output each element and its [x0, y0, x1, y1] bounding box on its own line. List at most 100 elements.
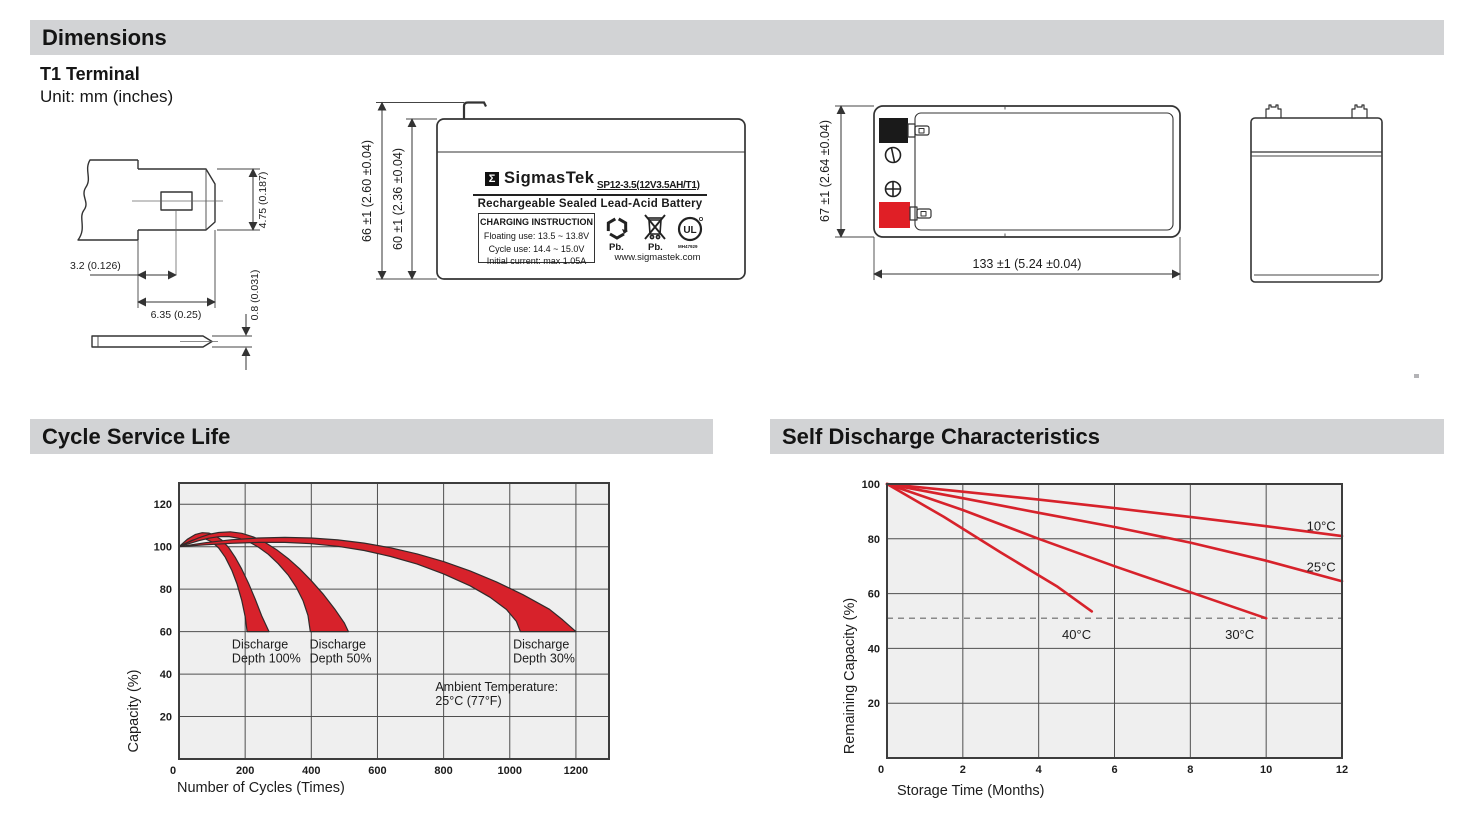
x-tick-label: 4 [1036, 764, 1043, 776]
charging-line-initial: Initial current: max 1.05A [486, 256, 587, 266]
annotation: Discharge [310, 638, 366, 652]
svg-text:UL: UL [683, 225, 696, 236]
terminal-offset-dim: 3.2 (0.126) [70, 260, 121, 272]
battery-top-view: 67 ±1 (2.64 ±0.04) 133 ±1 (5.24 ±0.04) [795, 95, 1205, 285]
cycle-service-life-chart: 0 200 400 600 800 1000 1200 20 40 60 80 100 120 Disch… [115, 465, 705, 815]
top-height-dim: 67 ±1 (2.64 ±0.04) [818, 120, 832, 222]
thickness-extension-lines [212, 335, 252, 348]
terminal-wire [462, 101, 487, 119]
unit-note: Unit: mm (inches) [40, 87, 174, 106]
positive-terminal-neck [909, 206, 918, 221]
x-tick-label: 0 [878, 764, 884, 776]
positive-terminal-block [879, 202, 910, 228]
crossed-bin-pb-icon [644, 214, 666, 240]
annotation: Depth 100% [232, 652, 301, 666]
annotation: 25°C (77°F) [435, 694, 501, 708]
annotation: Depth 50% [310, 652, 372, 666]
terminal-blade-outline [138, 168, 216, 231]
x-tick-label: 1000 [498, 765, 522, 777]
terminal-length-dim: 6.35 (0.25) [151, 309, 202, 321]
y-tick-label: 120 [154, 499, 172, 511]
discharge-depth-band [178, 531, 349, 633]
y-tick-label: 40 [160, 669, 172, 681]
battery-type-line: Rechargeable Sealed Lead-Acid Battery [477, 198, 703, 210]
series-label: 25°C [1307, 560, 1336, 575]
self-discharge-header: Self Discharge Characteristics [770, 419, 1444, 454]
top-width-dim: 133 ±1 (5.24 ±0.04) [973, 257, 1082, 271]
battery-top-line-art: 67 ±1 (2.64 ±0.04) 133 ±1 (5.24 ±0.04) [818, 105, 1181, 280]
case-height-dim: 60 ±1 (2.36 ±0.04) [391, 148, 405, 250]
cycle-header-label: Cycle Service Life [42, 423, 231, 449]
charging-line-floating: Floating use: 13.5 ~ 13.8V [483, 231, 590, 241]
plus-symbol [884, 180, 902, 198]
x-axis-title: Storage Time (Months) [897, 783, 1044, 799]
y-axis-title: Remaining Capacity (%) [842, 598, 858, 754]
series-line [885, 482, 1094, 613]
dimensions-section-header: Dimensions [30, 20, 1444, 55]
label-divider [473, 194, 707, 196]
battery-front-view: 66 ±1 (2.60 ±0.04) 60 ±1 (2.36 ±0.04) [360, 95, 760, 290]
y-tick-label: 60 [160, 627, 172, 639]
x-tick-label: 2 [960, 764, 966, 776]
y-tick-label: 60 [868, 589, 880, 601]
terminal-thickness-dim: 0.8 (0.031) [249, 270, 261, 321]
length-extension-lines [137, 230, 216, 308]
cycle-service-life-header: Cycle Service Life [30, 419, 713, 454]
x-tick-label: 1200 [564, 765, 588, 777]
ul-file-number: MH47929 [678, 244, 698, 249]
dimensions-header-label: Dimensions [42, 24, 167, 50]
annotation: Ambient Temperature: [435, 680, 558, 694]
y-tick-label: 40 [868, 643, 880, 655]
terminal-height-dim: 4.75 (0.187) [257, 172, 269, 229]
recycle-pb-text: Pb. [609, 242, 624, 253]
annotation: Discharge [513, 638, 569, 652]
end-view-case [1250, 117, 1383, 283]
x-tick-label: 0 [170, 765, 176, 777]
terminal-side-view [91, 335, 213, 348]
brand-name: SigmasTek [504, 169, 595, 187]
y-tick-label: 20 [868, 698, 880, 710]
series-label: 10°C [1307, 519, 1336, 534]
series-line [885, 482, 1268, 620]
top-view-inner-case [914, 112, 1174, 231]
sigma-logo: Σ [485, 172, 499, 186]
recycle-pb-icon [606, 217, 628, 240]
negative-terminal-blade [914, 125, 930, 136]
cycle-chart-canvas: 0 200 400 600 800 1000 1200 20 40 60 80 100 120 Disch… [126, 482, 610, 796]
series-label: 30°C [1225, 627, 1254, 642]
scan-artifact-dot [1414, 374, 1419, 378]
bin-pb-text: Pb. [648, 242, 663, 253]
terminal-type-title: T1 Terminal [40, 64, 140, 84]
t1-terminal-line-art: 4.75 (0.187) 3.2 (0.126) 6.35 (0.25) 0.8… [70, 159, 269, 370]
negative-terminal-block [879, 118, 908, 143]
battery-front-line-art: 66 ±1 (2.60 ±0.04) 60 ±1 (2.36 ±0.04) [360, 101, 746, 280]
battery-end-view [1240, 95, 1400, 295]
y-tick-label: 20 [160, 712, 172, 724]
self-discharge-chart-canvas: 10°C 25°C 30°C 40°C 0 2 4 6 8 10 12 20 40 60 80 100 Stor… [842, 479, 1348, 799]
end-terminal-right [1351, 104, 1368, 118]
charging-title: CHARGING INSTRUCTION [480, 217, 593, 227]
overall-height-dim: 66 ±1 (2.60 ±0.04) [360, 140, 374, 242]
x-tick-label: 8 [1187, 764, 1193, 776]
self-discharge-header-label: Self Discharge Characteristics [782, 423, 1100, 449]
website-text: www.sigmastek.com [614, 252, 701, 263]
y-tick-label: 100 [862, 479, 880, 491]
x-tick-label: 10 [1260, 764, 1272, 776]
positive-terminal-hole [920, 211, 927, 217]
series-label: 40°C [1062, 627, 1091, 642]
charging-line-cycle: Cycle use: 14.4 ~ 15.0V [488, 243, 585, 254]
charging-instruction-box: CHARGING INSTRUCTION Floating use: 13.5 … [478, 213, 595, 266]
plot-border [886, 483, 1343, 759]
battery-end-line-art [1250, 104, 1383, 283]
x-tick-label: 200 [236, 765, 254, 777]
y-tick-label: 100 [154, 542, 172, 554]
top-view-outer-case [873, 105, 1181, 238]
x-tick-label: 600 [368, 765, 386, 777]
x-tick-label: 800 [434, 765, 452, 777]
x-tick-label: 6 [1111, 764, 1117, 776]
negative-terminal-neck [907, 123, 916, 138]
negative-terminal-hole [918, 128, 925, 134]
annotation: Depth 30% [513, 652, 575, 666]
x-tick-label: 12 [1336, 764, 1348, 776]
